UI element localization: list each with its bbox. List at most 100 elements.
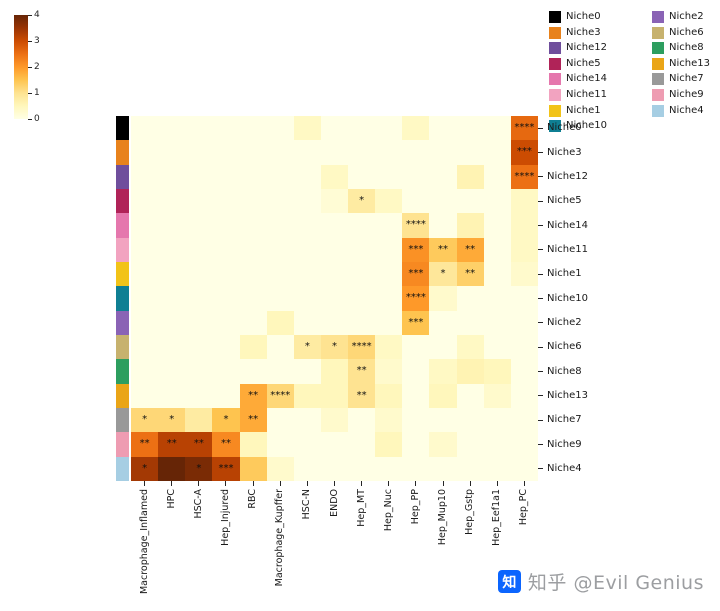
col-label-macrophage-inflamed: Macrophage_Inflamed <box>138 489 150 595</box>
heatmap-cell <box>456 140 484 165</box>
heatmap-cell <box>483 432 511 457</box>
col-label-endo: ENDO <box>328 489 340 517</box>
y-axis-tick <box>538 273 543 275</box>
heatmap-cell <box>456 456 484 481</box>
heatmap-cell <box>348 140 376 165</box>
heatmap-cell <box>212 383 240 408</box>
heatmap-cell <box>456 335 484 360</box>
heatmap-cell <box>483 383 511 408</box>
col-label-box: Hep_PP <box>408 489 424 609</box>
significance-stars: ** <box>465 243 476 255</box>
significance-stars: * <box>196 462 202 474</box>
heatmap-cell <box>510 213 538 238</box>
heatmap-cell <box>402 140 430 165</box>
heatmap-cell <box>212 335 240 360</box>
heatmap-cell: * <box>158 408 186 433</box>
heatmap-cell <box>320 286 349 311</box>
heatmap-cell <box>239 310 267 335</box>
heatmap-cell <box>185 383 213 408</box>
heatmap-cell <box>293 286 321 311</box>
col-label-box: Hep_Nuc <box>381 489 397 609</box>
col-label-hep-nuc: Hep_Nuc <box>382 489 394 532</box>
heatmap-cell <box>293 164 321 189</box>
significance-stars: *** <box>408 268 424 280</box>
legend-swatch-niche3 <box>549 26 561 39</box>
heatmap-cell <box>375 286 403 311</box>
heatmap-cell <box>239 456 267 481</box>
row-color-niche0 <box>116 116 129 141</box>
y-axis-tick <box>538 322 543 324</box>
x-axis-tick <box>334 481 335 486</box>
heatmap-cell <box>510 189 538 214</box>
heatmap-cell <box>185 116 213 141</box>
heatmap-cell <box>320 408 349 433</box>
row-label-niche10: Niche10 <box>547 292 588 304</box>
heatmap-cell <box>239 213 267 238</box>
heatmap-cell <box>456 116 484 141</box>
heatmap-cell <box>158 140 186 165</box>
significance-stars: ** <box>166 438 177 450</box>
significance-stars: * <box>223 414 229 426</box>
legend-swatch-niche12 <box>549 42 561 55</box>
legend-swatch-niche11 <box>549 89 561 101</box>
heatmap-cell <box>212 116 240 141</box>
col-label-box: Macrophage_Kupffer <box>272 489 288 609</box>
colorbar-tick <box>28 118 32 120</box>
heatmap-cell: * <box>320 335 349 360</box>
heatmap-cell <box>402 164 430 189</box>
heatmap-cell <box>185 408 213 433</box>
heatmap-cell <box>456 408 484 433</box>
heatmap-cell <box>266 408 294 433</box>
significance-stars: *** <box>408 243 424 255</box>
legend-swatch-niche6 <box>652 26 664 39</box>
heatmap-cell: * <box>131 408 159 433</box>
row-color-strip-grid <box>116 116 129 481</box>
heatmap-cell: ** <box>348 383 376 408</box>
col-label-hsc-n: HSC-N <box>301 489 313 520</box>
heatmap-cell: ** <box>429 237 457 262</box>
heatmap-cell <box>293 359 321 384</box>
heatmap-cell <box>348 213 376 238</box>
legend-label-niche5: Niche5 <box>566 57 601 69</box>
row-color-niche6 <box>116 335 129 360</box>
heatmap-cell <box>239 164 267 189</box>
heatmap-cell <box>239 189 267 214</box>
row-color-niche14 <box>116 213 129 238</box>
heatmap-cell <box>293 237 321 262</box>
row-label-niche14: Niche14 <box>547 219 588 231</box>
significance-stars: * <box>142 462 148 474</box>
heatmap-cell <box>348 408 376 433</box>
zhihu-logo-icon: 知 <box>497 570 521 593</box>
heatmap-cell <box>483 262 511 287</box>
heatmap-cell <box>266 262 294 287</box>
legend-swatch-niche8 <box>652 42 664 55</box>
heatmap-cell <box>158 359 186 384</box>
heatmap-cell <box>185 237 213 262</box>
col-label-hep-mup10: Hep_Mup10 <box>437 489 449 546</box>
heatmap-cell <box>456 286 484 311</box>
col-label-box: ENDO <box>327 489 343 609</box>
significance-stars: * <box>169 414 175 426</box>
heatmap-cell <box>212 237 240 262</box>
colorbar-tick <box>28 14 32 16</box>
heatmap-cell <box>483 164 511 189</box>
heatmap-cell <box>266 456 294 481</box>
heatmap-cell <box>483 335 511 360</box>
y-axis-tick <box>538 127 543 129</box>
heatmap-cell <box>348 286 376 311</box>
heatmap-cell <box>185 189 213 214</box>
heatmap-cell: ** <box>158 432 186 457</box>
col-label-box: HSC-N <box>299 489 315 609</box>
col-label-box: Hep_Injured <box>218 489 234 609</box>
legend-swatch-niche9 <box>652 89 664 101</box>
heatmap-cell: *** <box>402 310 430 335</box>
significance-stars: *** <box>408 316 424 328</box>
row-color-niche10 <box>116 286 129 311</box>
heatmap-cell <box>320 359 349 384</box>
heatmap-cell: *** <box>510 140 538 165</box>
y-axis-tick <box>538 176 543 178</box>
heatmap-cell <box>212 310 240 335</box>
significance-stars: * <box>331 341 337 353</box>
